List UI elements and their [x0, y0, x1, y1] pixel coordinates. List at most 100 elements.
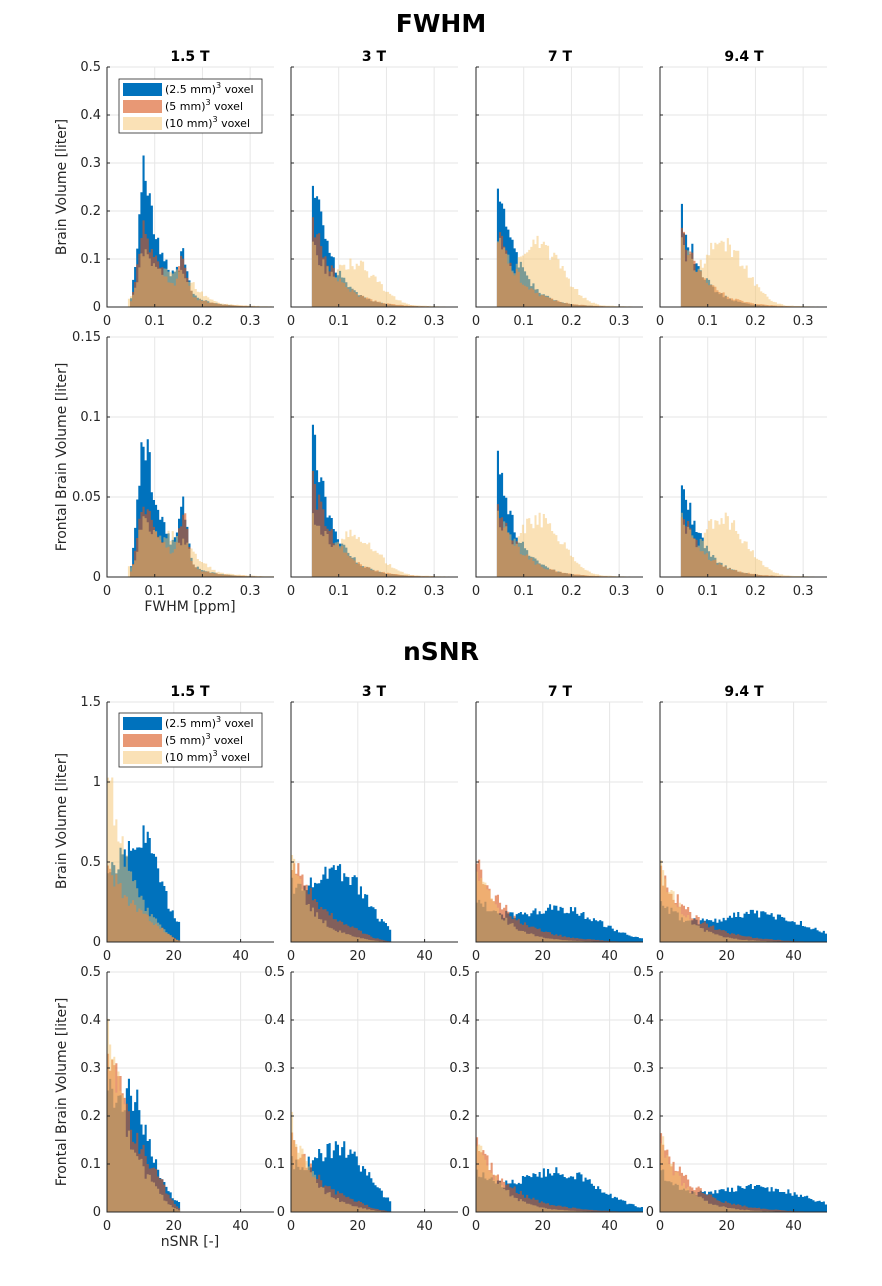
histogram-series-3: [660, 1136, 827, 1212]
y-tick-label: 0.3: [633, 1061, 654, 1076]
y-tick-label: 0.2: [80, 1109, 101, 1124]
y-tick-label: 0.1: [80, 410, 101, 425]
x-tick-label: 40: [416, 949, 433, 964]
subplot-fwhm-0-3: 0 0.1 0.2 0.3: [656, 66, 827, 329]
x-tick-label: 0.3: [240, 314, 261, 329]
y-tick-label: 0.1: [633, 1157, 654, 1172]
subplot-nsnr-0-0: 0 20 40 0 0.5 1 1.5: [80, 695, 274, 964]
x-tick-label: 0: [472, 584, 480, 599]
y-tick-label: 0: [93, 300, 101, 315]
x-tick-label: 0.3: [424, 584, 445, 599]
legend-nsnr: (2.5 mm)3 voxel (5 mm)3 voxel (10 mm)3 v…: [118, 712, 263, 768]
legend-label: (2.5 mm)3 voxel: [165, 81, 254, 96]
x-tick-label: 0.2: [192, 314, 213, 329]
y-tick-label: 0.3: [449, 1061, 470, 1076]
x-tick-label: 20: [166, 949, 183, 964]
y-tick-label: 0.2: [264, 1109, 285, 1124]
column-title: 9.4 T: [724, 49, 764, 65]
legend-swatch-1: [123, 83, 162, 96]
y-tick-label: 0.5: [264, 965, 285, 980]
y-tick-label: 1: [93, 775, 101, 790]
histogram-series-3: [127, 249, 275, 307]
x-tick-label: 0: [103, 1219, 111, 1234]
legend-swatch-3: [123, 751, 162, 764]
histogram-series-2: [476, 1137, 643, 1212]
x-tick-label: 0: [103, 949, 111, 964]
x-tick-label: 0: [656, 949, 664, 964]
histogram-series-3: [476, 1144, 643, 1212]
subplot-fwhm-0-0: 0 0.1 0.2 0.3 0 0.1 0.2 0.3 0.4 0.5: [80, 60, 275, 329]
x-tick-label: 40: [416, 1219, 433, 1234]
column-title: 3 T: [362, 49, 387, 65]
x-tick-label: 0.2: [192, 584, 213, 599]
x-tick-label: 0.2: [561, 314, 582, 329]
column-title: 1.5 T: [170, 49, 210, 65]
y-tick-label: 0.4: [80, 108, 101, 123]
y-tick-label: 0.2: [449, 1109, 470, 1124]
x-tick-label: 40: [232, 949, 249, 964]
y-tick-label: 0.4: [80, 1013, 101, 1028]
histogram-series-2: [660, 1133, 827, 1212]
legend-swatch-2: [123, 100, 162, 113]
x-tick-label: 0.1: [144, 584, 165, 599]
histogram-series-3: [680, 512, 827, 577]
x-tick-label: 40: [232, 1219, 249, 1234]
subplot-nsnr-0-3: 0 20 40: [656, 701, 827, 964]
histogram-series-3: [107, 1018, 181, 1212]
histogram-series-3: [107, 777, 181, 942]
x-tick-label: 0: [287, 949, 295, 964]
y-tick-label: 0.5: [80, 855, 101, 870]
column-title: 7 T: [548, 49, 573, 65]
x-tick-label: 0.1: [328, 314, 349, 329]
histogram-series-3: [127, 516, 275, 577]
subplot-nsnr-1-0: 0 20 40 0 0.1 0.2 0.3 0.4 0.5: [80, 965, 274, 1234]
x-axis-label: FWHM [ppm]: [144, 599, 235, 615]
y-tick-label: 0: [93, 1205, 101, 1220]
x-tick-label: 0.3: [793, 314, 814, 329]
section-title-nsnr: nSNR: [403, 637, 479, 666]
legend-swatch-1: [123, 717, 162, 730]
legend-swatch-2: [123, 734, 162, 747]
x-tick-label: 0.1: [697, 584, 718, 599]
y-tick-label: 0.3: [264, 1061, 285, 1076]
x-tick-label: 20: [535, 1219, 552, 1234]
subplot-fwhm-1-1: 0 0.1 0.2 0.3: [287, 336, 458, 599]
axis-frame: [106, 337, 274, 578]
histogram-series-3: [291, 855, 392, 942]
y-tick-label: 1.5: [80, 695, 101, 710]
subplot-fwhm-1-0: 0 0.1 0.2 0.3 0 0.05 0.1 0.15: [72, 330, 275, 599]
x-tick-label: 40: [785, 949, 802, 964]
y-tick-label: 0: [93, 570, 101, 585]
axis-frame: [659, 702, 827, 943]
x-tick-label: 0: [287, 584, 295, 599]
y-tick-label: 0: [462, 1205, 470, 1220]
y-tick-label: 0.4: [633, 1013, 654, 1028]
subplot-nsnr-0-2: 0 20 40: [472, 701, 643, 964]
x-tick-label: 0.3: [793, 584, 814, 599]
legend-label: (10 mm)3 voxel: [165, 749, 250, 764]
y-tick-label: 0.5: [80, 60, 101, 75]
y-tick-label: 0: [93, 935, 101, 950]
x-tick-label: 0.2: [376, 584, 397, 599]
histogram-series-3: [496, 510, 643, 577]
histogram-series-3: [291, 1111, 392, 1212]
y-tick-label: 0.2: [633, 1109, 654, 1124]
y-tick-label: 0.5: [449, 965, 470, 980]
x-tick-label: 20: [535, 949, 552, 964]
panels: 0 0.1 0.2 0.300.10.20.30.40.50 0.1 0.2 0.3 0 0.1…: [72, 60, 827, 1234]
x-tick-label: 0: [472, 949, 480, 964]
column-title: 9.4 T: [724, 684, 764, 700]
x-tick-label: 0.2: [745, 314, 766, 329]
x-tick-label: 0: [656, 584, 664, 599]
x-tick-label: 0: [656, 314, 664, 329]
y-tick-label: 0.4: [449, 1013, 470, 1028]
x-tick-label: 0.1: [513, 314, 534, 329]
x-tick-label: 0.3: [240, 584, 261, 599]
y-tick-label: 0: [277, 1205, 285, 1220]
x-tick-label: 20: [166, 1219, 183, 1234]
x-tick-label: 0: [472, 314, 480, 329]
histogram-series-3: [680, 237, 827, 307]
x-tick-label: 0: [103, 584, 111, 599]
x-tick-label: 0.1: [697, 314, 718, 329]
